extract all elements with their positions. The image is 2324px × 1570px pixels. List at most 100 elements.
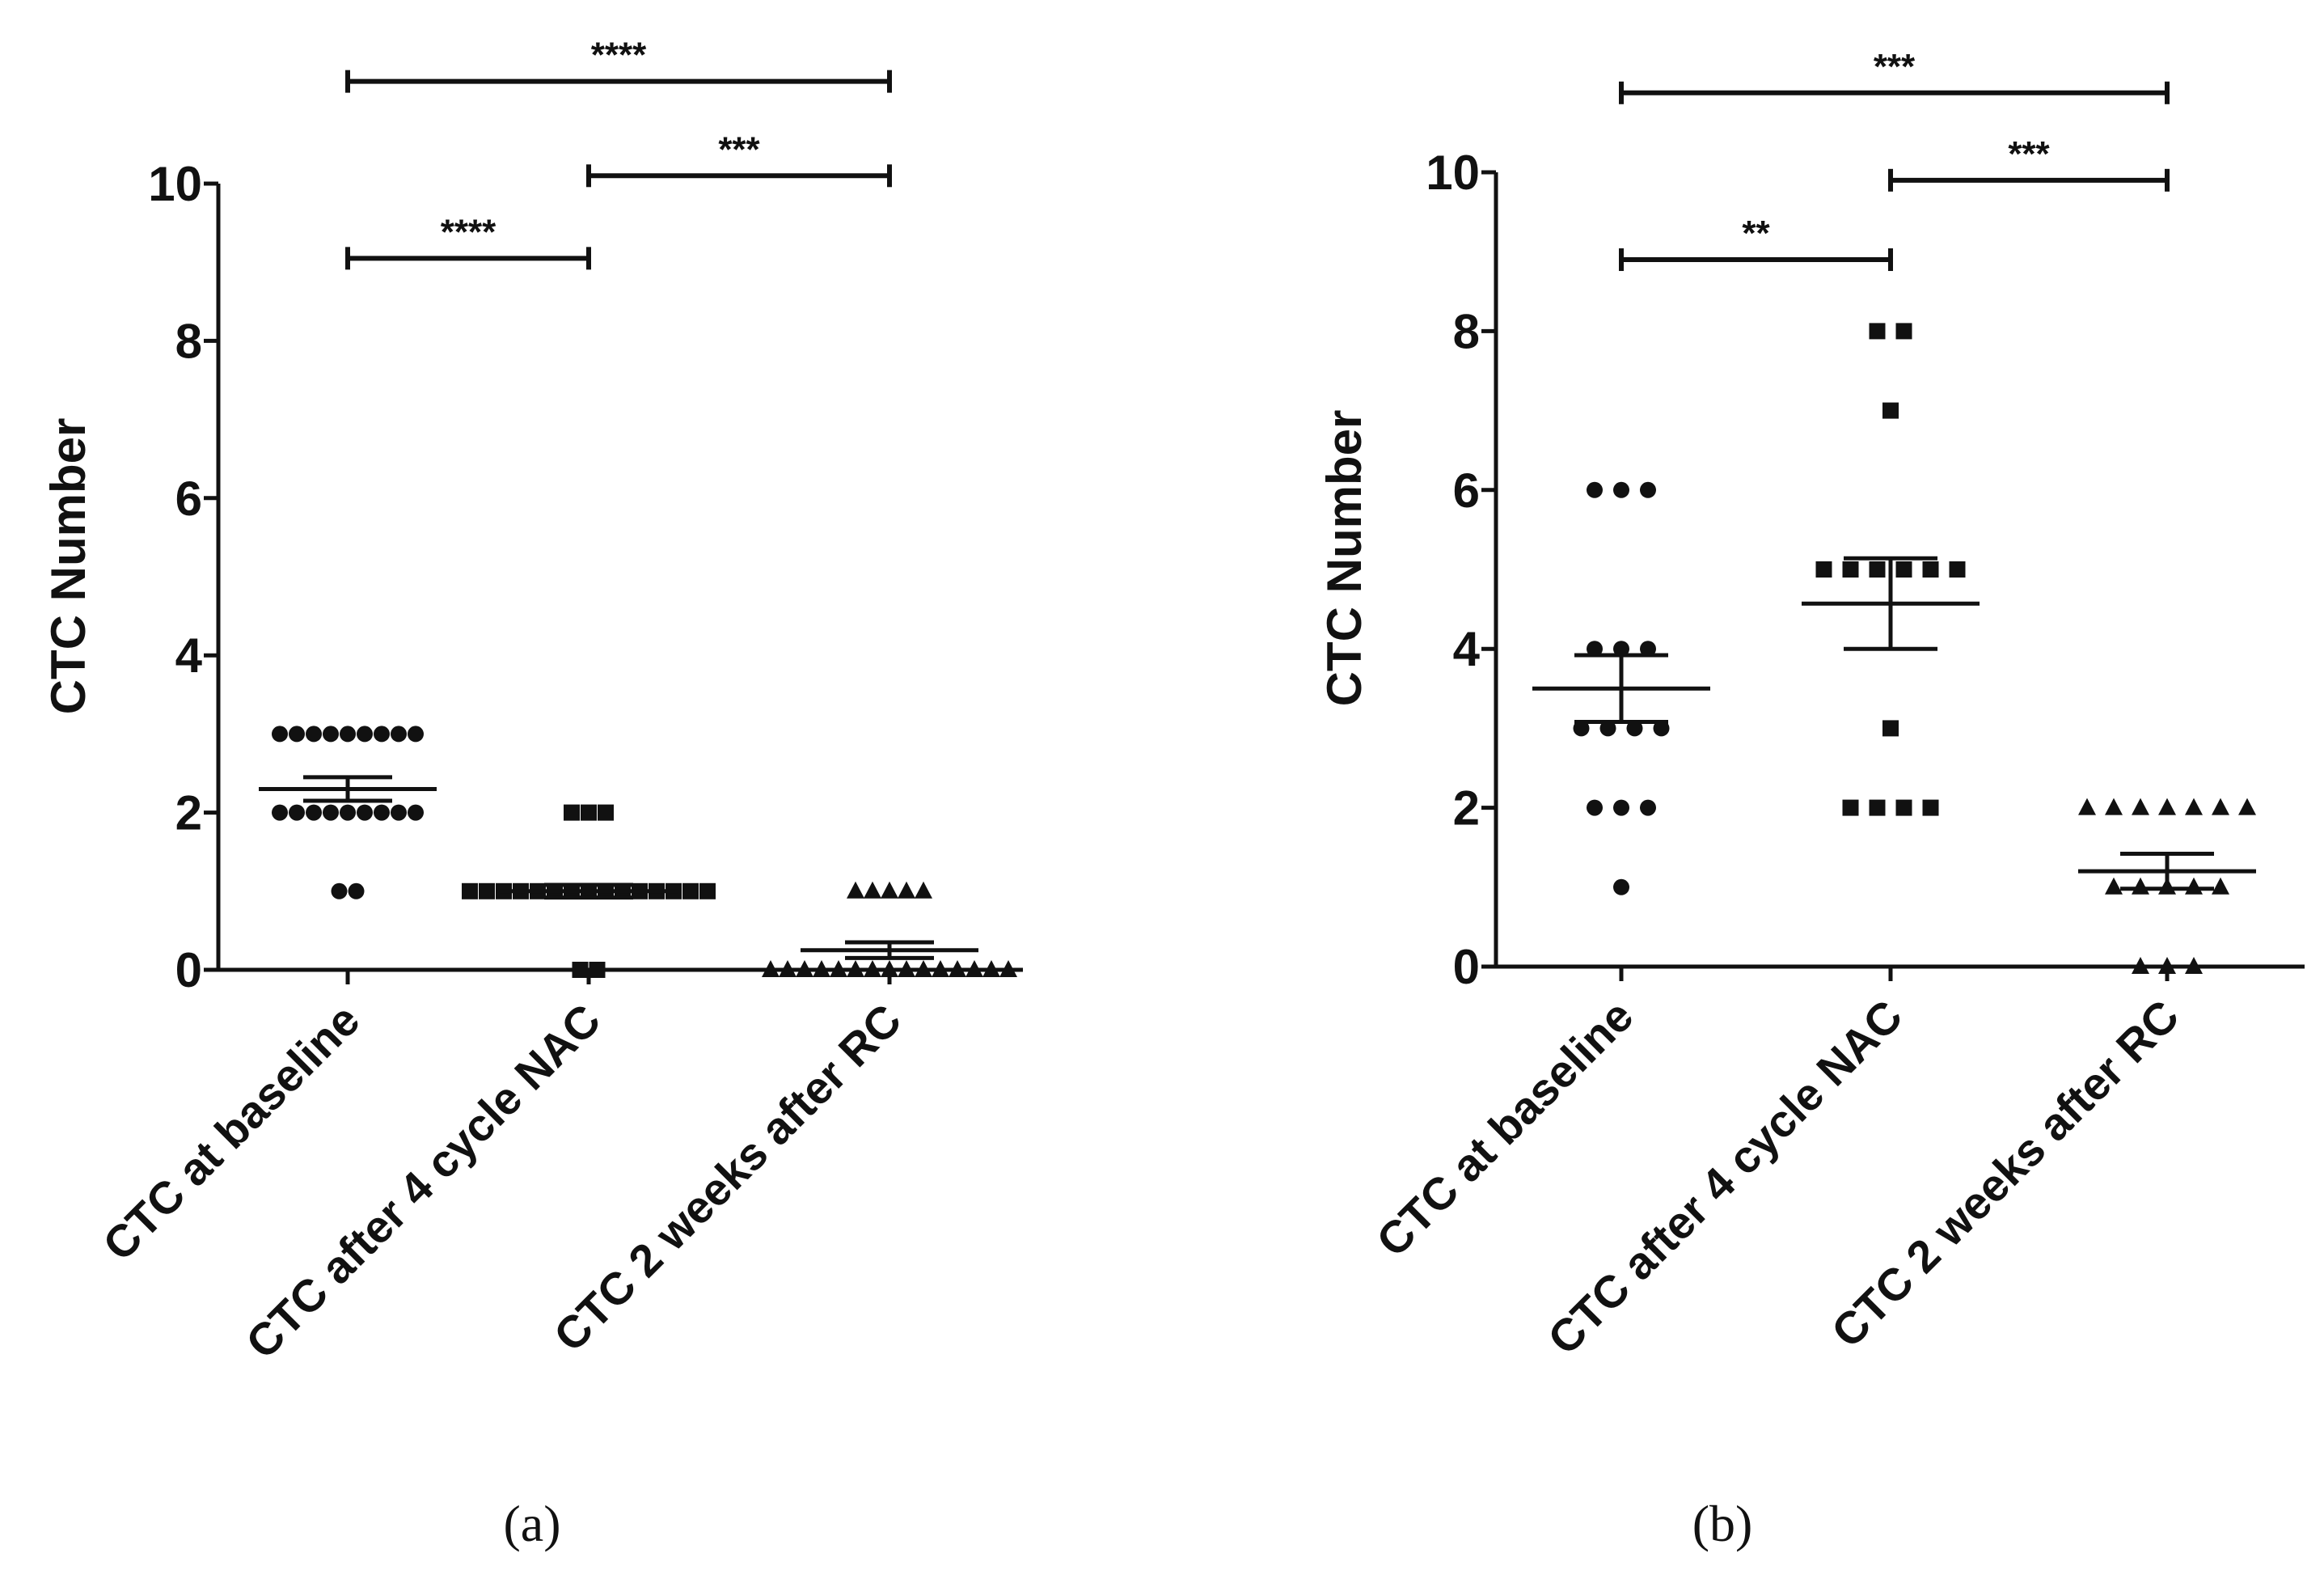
data-point-square	[479, 882, 495, 899]
data-point-square	[589, 962, 606, 978]
data-point-square	[1882, 402, 1899, 419]
data-point-circle	[272, 726, 288, 743]
y-tick-label: 6	[175, 472, 202, 526]
significance-label: **	[1742, 214, 1770, 253]
data-point-circle	[1613, 641, 1629, 658]
data-point-triangle	[847, 881, 864, 899]
data-point-circle	[272, 804, 288, 821]
data-point-triangle	[2158, 798, 2176, 815]
data-point-triangle	[966, 960, 983, 977]
data-point-circle	[357, 804, 373, 821]
data-point-circle	[1640, 481, 1656, 498]
data-point-square	[1895, 561, 1912, 578]
data-point-circle	[1626, 720, 1643, 737]
data-point-triangle	[982, 960, 1000, 977]
data-point-circle	[391, 726, 407, 743]
data-point-triangle	[813, 960, 830, 977]
data-point-circle	[1587, 799, 1603, 816]
y-tick-label: 10	[148, 157, 202, 211]
y-tick-label: 8	[175, 314, 202, 368]
y-axis-label: CTC Number	[1317, 410, 1371, 707]
data-point-triangle	[2238, 798, 2256, 815]
data-point-circle	[1613, 799, 1629, 816]
data-point-circle	[1653, 720, 1670, 737]
x-tick-label: CTC at baseline	[93, 994, 370, 1271]
data-point-square	[1882, 720, 1899, 737]
data-point-square	[1922, 561, 1939, 578]
data-point-circle	[391, 804, 407, 821]
data-point-square	[1869, 323, 1886, 340]
data-point-circle	[1640, 799, 1656, 816]
data-point-triangle	[2132, 798, 2149, 815]
data-point-circle	[1587, 481, 1603, 498]
y-axis-label: CTC Number	[41, 418, 95, 715]
data-point-circle	[323, 804, 339, 821]
panel-label: (a)	[503, 1495, 560, 1552]
x-tick-label: CTC 2 weeks after RC	[544, 994, 911, 1361]
data-point-triangle	[762, 960, 780, 977]
data-point-triangle	[2132, 877, 2149, 895]
data-point-circle	[1613, 481, 1629, 498]
significance-label: ***	[1874, 47, 1916, 87]
data-point-triangle	[2078, 798, 2096, 815]
data-point-triangle	[864, 960, 881, 977]
data-point-square	[581, 804, 597, 821]
data-point-square	[1922, 799, 1939, 816]
data-point-square	[564, 804, 580, 821]
data-point-triangle	[881, 960, 898, 977]
data-point-triangle	[2105, 877, 2123, 895]
significance-label: ****	[591, 36, 647, 75]
y-tick-label: 2	[175, 786, 202, 840]
data-point-triangle	[847, 960, 864, 977]
data-point-square	[1949, 561, 1966, 578]
data-point-square	[572, 962, 589, 978]
data-point-circle	[306, 726, 322, 743]
data-point-circle	[408, 804, 424, 821]
x-tick-label: CTC at baseline	[1367, 990, 1643, 1267]
data-point-triangle	[2185, 798, 2203, 815]
data-point-triangle	[932, 960, 949, 977]
data-point-square	[462, 882, 478, 899]
y-tick-label: 8	[1453, 304, 1480, 358]
y-tick-label: 4	[175, 628, 203, 683]
data-point-triangle	[2185, 877, 2203, 895]
data-point-square	[1842, 561, 1859, 578]
data-point-circle	[340, 726, 356, 743]
data-point-circle	[374, 726, 390, 743]
data-point-circle	[340, 804, 356, 821]
data-point-circle	[1613, 878, 1629, 895]
data-point-triangle	[2185, 957, 2203, 974]
y-tick-label: 0	[1453, 940, 1480, 994]
data-point-triangle	[999, 960, 1017, 977]
data-point-square	[1815, 561, 1832, 578]
y-tick-label: 6	[1453, 463, 1480, 518]
data-point-triangle	[2132, 957, 2149, 974]
data-point-circle	[1573, 720, 1590, 737]
data-point-square	[1869, 561, 1886, 578]
data-point-triangle	[915, 960, 932, 977]
data-point-circle	[374, 804, 390, 821]
data-point-circle	[289, 804, 305, 821]
data-point-square	[1895, 799, 1912, 816]
data-point-triangle	[2212, 877, 2229, 895]
data-point-triangle	[915, 881, 932, 899]
data-point-circle	[408, 726, 424, 743]
significance-label: ***	[718, 129, 760, 169]
data-point-triangle	[830, 960, 847, 977]
data-point-circle	[1640, 641, 1656, 658]
data-point-square	[1869, 799, 1886, 816]
data-point-triangle	[796, 960, 813, 977]
data-point-circle	[289, 726, 305, 743]
data-point-triangle	[898, 960, 915, 977]
data-point-circle	[323, 726, 339, 743]
data-point-square	[1842, 799, 1859, 816]
data-point-triangle	[864, 881, 881, 899]
data-point-circle	[348, 882, 365, 899]
data-point-triangle	[2158, 957, 2176, 974]
data-point-square	[598, 804, 614, 821]
y-tick-label: 2	[1453, 781, 1480, 836]
significance-label: ***	[2008, 134, 2050, 174]
